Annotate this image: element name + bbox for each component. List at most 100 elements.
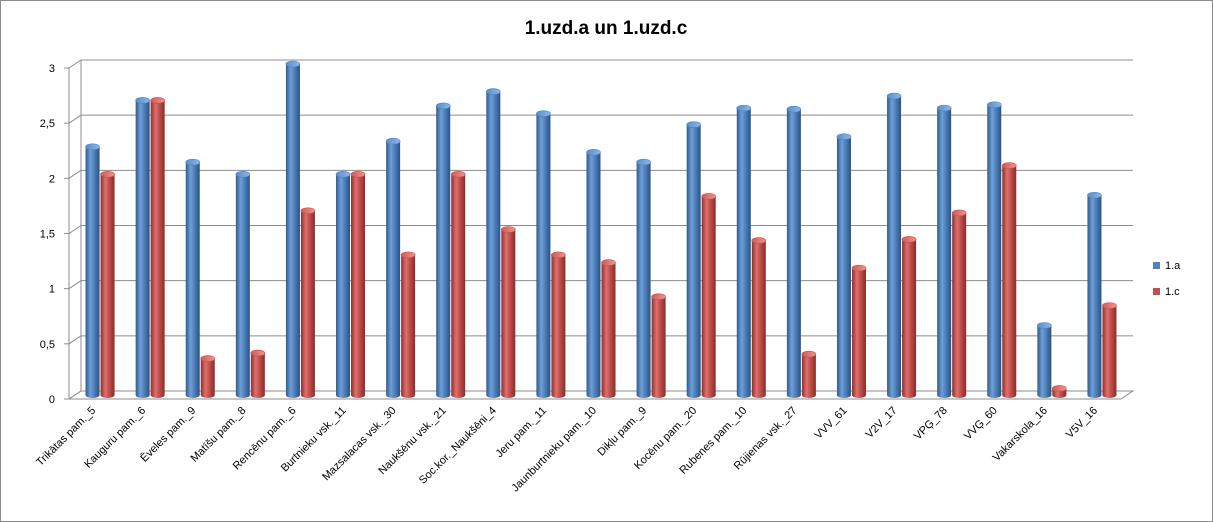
- x-tick-label: Vakarskola_16: [991, 405, 1050, 464]
- gridline-side: [68, 225, 82, 234]
- bar-cap: [1001, 162, 1017, 169]
- bar-1.c-12: [701, 193, 716, 398]
- bar-1.c-8: [501, 226, 516, 398]
- bar-base: [150, 392, 165, 398]
- bar-cap: [901, 236, 917, 243]
- bar-body: [135, 100, 150, 395]
- bar-body: [1102, 305, 1117, 395]
- y-tick-label: 0,5: [40, 339, 55, 351]
- bar-1.c-10: [601, 259, 616, 398]
- legend-entry-1.c: 1.c: [1153, 286, 1180, 298]
- bar-1.a-6: [385, 137, 401, 398]
- bar-base: [486, 392, 501, 398]
- bar-body: [1002, 165, 1017, 395]
- bar-body: [551, 254, 566, 395]
- bars: [85, 60, 1117, 398]
- bar-1.c-3: [250, 349, 266, 398]
- bar-body: [536, 113, 551, 396]
- bar-1.c-0: [100, 171, 115, 398]
- bar-cap: [385, 137, 401, 145]
- bar-cap: [936, 104, 952, 112]
- bar-body: [887, 95, 902, 395]
- bar-base: [651, 392, 666, 398]
- bar-1.a-16: [886, 92, 902, 398]
- bar-body: [300, 210, 315, 395]
- y-tick-label: 1,5: [40, 229, 55, 241]
- bar-base: [250, 392, 265, 398]
- gridline-side: [68, 335, 82, 345]
- bar-cap: [85, 143, 100, 151]
- x-tick-label: Jaunburtnieku pam._10: [509, 405, 599, 495]
- bar-cap: [951, 209, 967, 217]
- bar-body: [1037, 325, 1052, 395]
- bar-body: [1087, 195, 1102, 395]
- bar-base: [551, 392, 566, 398]
- bar-1.a-19: [1037, 322, 1052, 398]
- bar-body: [836, 136, 851, 395]
- bar-body: [285, 64, 300, 395]
- x-tick-label: V2V_17: [864, 405, 900, 441]
- bar-1.a-5: [335, 171, 351, 398]
- chart-floor: [67, 390, 1135, 400]
- bar-body: [85, 146, 100, 395]
- bar-body: [351, 174, 366, 395]
- bar-base: [351, 392, 366, 398]
- bar-1.a-17: [936, 104, 952, 398]
- bar-cap: [986, 101, 1002, 109]
- bar-base: [937, 392, 952, 398]
- bar-body: [801, 354, 816, 395]
- bar-body: [150, 100, 165, 395]
- bar-body: [100, 174, 115, 395]
- bar-cap: [450, 171, 466, 178]
- bar-base: [285, 392, 300, 398]
- bar-body: [250, 353, 265, 395]
- bar-body: [736, 108, 751, 395]
- bar-1.a-14: [786, 105, 802, 398]
- bar-cap: [1037, 322, 1052, 329]
- bar-base: [235, 392, 250, 398]
- legend-swatch: [1153, 288, 1160, 295]
- bar-cap: [1102, 302, 1117, 309]
- bar-base: [751, 392, 766, 398]
- bar-base: [902, 392, 917, 398]
- bar-cap: [150, 97, 165, 104]
- bar-cap: [586, 148, 601, 156]
- bar-cap: [400, 251, 416, 259]
- bar-base: [100, 392, 115, 398]
- bar-body: [686, 124, 701, 395]
- bar-body: [601, 262, 616, 395]
- bar-cap: [551, 251, 566, 259]
- bar-body: [1052, 388, 1067, 395]
- bar-base: [887, 392, 902, 398]
- bar-1.c-16: [901, 236, 917, 398]
- bar-body: [937, 108, 952, 395]
- bar-base: [300, 392, 315, 398]
- legend-label: 1.a: [1165, 260, 1181, 272]
- bar-body: [751, 240, 766, 395]
- bar-body: [200, 358, 215, 395]
- bar-base: [1102, 392, 1117, 398]
- bar-cap: [801, 350, 817, 358]
- bar-1.a-11: [636, 158, 651, 398]
- bar-body: [336, 174, 351, 395]
- bar-cap: [486, 88, 501, 95]
- bar-1.a-10: [586, 148, 601, 398]
- bar-body: [486, 91, 501, 395]
- bar-1.c-4: [300, 207, 316, 398]
- legend-swatch: [1153, 262, 1160, 269]
- bar-body: [436, 105, 451, 395]
- bar-cap: [1087, 191, 1102, 199]
- bar-cap: [536, 110, 551, 117]
- bar-1.c-20: [1102, 302, 1117, 398]
- bar-1.a-3: [235, 171, 251, 398]
- bar-cap: [200, 355, 216, 362]
- bar-1.c-15: [851, 264, 867, 398]
- bar-base: [601, 392, 616, 398]
- bar-cap: [786, 105, 802, 113]
- bar-1.c-1: [150, 97, 165, 398]
- bar-base: [701, 392, 716, 398]
- bar-base: [436, 392, 451, 398]
- bar-1.a-2: [185, 158, 201, 398]
- bar-cap: [751, 237, 767, 244]
